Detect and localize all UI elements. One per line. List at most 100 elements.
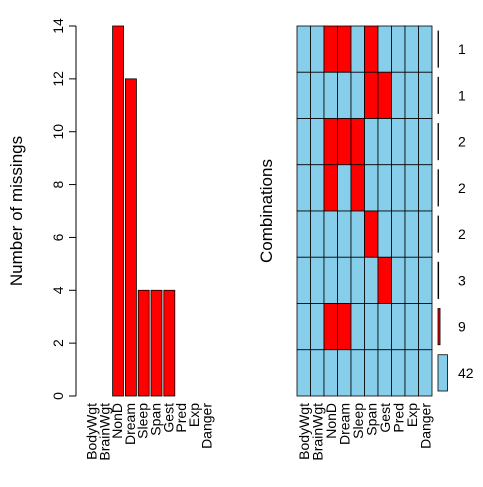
cell-r6-exp <box>404 303 419 351</box>
cell-r7-sleep <box>350 349 365 397</box>
cell-r2-exp <box>404 118 419 166</box>
cell-r7-dream <box>337 349 352 397</box>
cell-r4-sleep <box>350 210 365 258</box>
cell-r6-nond <box>323 303 338 351</box>
cell-r6-dream <box>337 303 352 351</box>
cell-r2-span <box>364 118 379 166</box>
cell-r4-dream <box>337 210 352 258</box>
cell-r6-bodywgt <box>296 303 311 351</box>
cell-r2-bodywgt <box>296 118 311 166</box>
cell-r5-sleep <box>350 256 365 304</box>
x-tick-label-exp: Exp <box>186 403 202 427</box>
cell-r3-pred <box>391 164 406 212</box>
combinations-heatmap: Combinations BodyWgtBrainWgtNonDDreamSlee… <box>257 25 474 461</box>
x-tick-label-brainwgt: BrainWgt <box>96 403 112 461</box>
cell-r1-danger <box>418 71 433 119</box>
column-label-dream: Dream <box>336 403 352 445</box>
cell-r0-span <box>364 25 379 73</box>
cell-r4-span <box>364 210 379 258</box>
bar-gest <box>163 289 176 397</box>
cell-r6-brainwgt <box>310 303 325 351</box>
cell-r4-bodywgt <box>296 210 311 258</box>
cell-r6-danger <box>418 303 433 351</box>
cell-r5-gest <box>377 256 392 304</box>
column-label-brainwgt: BrainWgt <box>309 403 325 461</box>
cell-r5-brainwgt <box>310 256 325 304</box>
cell-r0-brainwgt <box>310 25 325 73</box>
cell-r2-brainwgt <box>310 118 325 166</box>
y-tick-label-0: 0 <box>50 392 66 400</box>
x-tick-label-pred: Pred <box>173 403 189 433</box>
cell-r3-sleep <box>350 164 365 212</box>
cell-r1-nond <box>323 71 338 119</box>
cell-r7-pred <box>391 349 406 397</box>
cell-r0-danger <box>418 25 433 73</box>
cell-r3-span <box>364 164 379 212</box>
cell-r6-pred <box>391 303 406 351</box>
cell-r6-span <box>364 303 379 351</box>
x-tick-label-dream: Dream <box>122 403 138 445</box>
cell-r1-pred <box>391 71 406 119</box>
cell-r4-nond <box>323 210 338 258</box>
cell-r1-dream <box>337 71 352 119</box>
frequency-bar-5 <box>437 261 440 299</box>
cell-r7-span <box>364 349 379 397</box>
y-axis-label: Combinations <box>257 159 276 263</box>
count-label-6: 9 <box>458 319 466 335</box>
cell-r5-bodywgt <box>296 256 311 304</box>
y-tick-label-7: 14 <box>50 18 66 34</box>
x-tick-label-span: Span <box>148 403 164 436</box>
column-label-gest: Gest <box>377 403 393 433</box>
count-label-2: 2 <box>458 134 466 150</box>
y-tick-label-5: 10 <box>50 124 66 140</box>
bar-span <box>150 289 163 397</box>
frequency-bar-0 <box>437 30 439 68</box>
cell-r1-gest <box>377 71 392 119</box>
x-tick-label-bodywgt: BodyWgt <box>84 403 100 460</box>
cell-r5-nond <box>323 256 338 304</box>
cell-r0-nond <box>323 25 338 73</box>
cell-r5-dream <box>337 256 352 304</box>
y-axis-label: Number of missings <box>7 136 26 286</box>
cell-r5-danger <box>418 256 433 304</box>
x-tick-label-sleep: Sleep <box>135 403 151 439</box>
cell-r5-pred <box>391 256 406 304</box>
column-label-sleep: Sleep <box>350 403 366 439</box>
cell-r6-gest <box>377 303 392 351</box>
cell-r3-bodywgt <box>296 164 311 212</box>
frequency-bar-4 <box>437 215 439 253</box>
cell-r5-span <box>364 256 379 304</box>
cell-r0-exp <box>404 25 419 73</box>
y-tick-label-6: 12 <box>50 71 66 87</box>
column-label-bodywgt: BodyWgt <box>296 403 312 460</box>
cell-r2-danger <box>418 118 433 166</box>
count-label-3: 2 <box>458 180 466 196</box>
y-tick-label-3: 6 <box>50 233 66 241</box>
cell-r7-exp <box>404 349 419 397</box>
cell-r2-pred <box>391 118 406 166</box>
cell-r4-danger <box>418 210 433 258</box>
column-label-span: Span <box>363 403 379 436</box>
cell-r2-dream <box>337 118 352 166</box>
cell-r3-danger <box>418 164 433 212</box>
count-label-5: 3 <box>458 272 466 288</box>
cell-r0-sleep <box>350 25 365 73</box>
cell-r0-dream <box>337 25 352 73</box>
cell-r7-bodywgt <box>296 349 311 397</box>
cell-r5-exp <box>404 256 419 304</box>
cell-r4-gest <box>377 210 392 258</box>
y-tick-label-1: 2 <box>50 339 66 347</box>
cell-r4-pred <box>391 210 406 258</box>
cell-r0-bodywgt <box>296 25 311 73</box>
bar-sleep <box>137 289 150 397</box>
cell-r4-brainwgt <box>310 210 325 258</box>
count-label-7: 42 <box>458 365 474 381</box>
cell-r3-brainwgt <box>310 164 325 212</box>
bar-nond <box>112 25 124 397</box>
frequency-bar-6 <box>437 308 441 346</box>
cell-r1-bodywgt <box>296 71 311 119</box>
cell-r3-exp <box>404 164 419 212</box>
frequency-bar-1 <box>437 76 439 114</box>
cell-r2-sleep <box>350 118 365 166</box>
